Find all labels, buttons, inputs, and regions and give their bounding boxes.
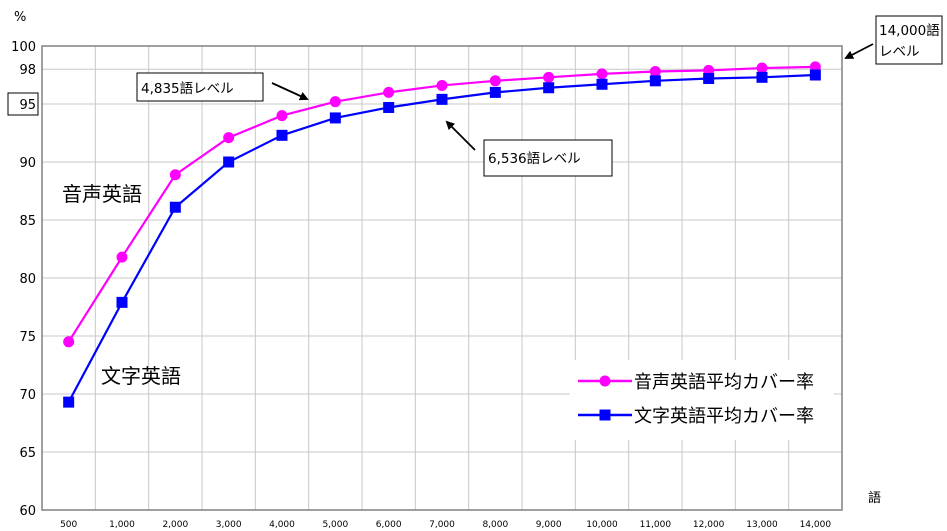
- callout-top-line2: レベル: [879, 44, 920, 60]
- x-unit-label: 語: [868, 490, 881, 506]
- x-tick-label: 13,000: [746, 520, 778, 530]
- data-point: [169, 201, 181, 213]
- data-point: [223, 132, 235, 144]
- legend-box: [570, 360, 834, 440]
- series-1: [63, 61, 821, 348]
- callout-spoken-box: [136, 72, 264, 102]
- callout-top-arrow: [844, 43, 874, 59]
- data-point: [276, 110, 288, 122]
- x-tick-label: 7,000: [429, 520, 455, 530]
- data-point: [596, 78, 608, 90]
- data-point: [809, 69, 821, 81]
- x-tick-label: 4,000: [269, 520, 295, 530]
- callout-written-box: [483, 139, 613, 177]
- y-tick-label: 60: [19, 504, 36, 519]
- data-point: [756, 62, 768, 74]
- data-point: [116, 296, 128, 308]
- spoken-label: 音声英語: [62, 182, 142, 206]
- data-point: [649, 75, 661, 87]
- x-tick-label: 12,000: [693, 520, 725, 530]
- x-tick-label: 10,000: [586, 520, 618, 530]
- x-tick-label: 8,000: [482, 520, 508, 530]
- callout-top: 14,000語 レベル: [844, 15, 943, 65]
- y-tick-label: 90: [19, 156, 36, 171]
- legend-label: 音声英語平均カバー率: [634, 372, 814, 393]
- callout-spoken-arrow: [271, 82, 309, 101]
- y-tick-label: 70: [19, 388, 36, 403]
- x-tick-label: 500: [60, 520, 77, 530]
- data-point: [276, 129, 288, 141]
- data-point: [489, 75, 501, 87]
- callout-written: 6,536語レベル: [445, 120, 613, 177]
- y-tick-highlight-box: [7, 92, 39, 116]
- x-tick-label: 2,000: [162, 520, 188, 530]
- legend-marker: [599, 375, 611, 387]
- plot-frame: [41, 45, 843, 511]
- x-tick-labels: 500 1,000 2,000 3,000 4,000 5,000 6,000 7,000 8,…: [60, 520, 831, 530]
- x-tick-label: 14,000: [800, 520, 832, 530]
- series-2: [63, 69, 821, 408]
- callout-spoken: 4,835語レベル: [136, 72, 309, 102]
- legend-item: 音声英語平均カバー率: [578, 372, 814, 393]
- callout-spoken-text: 4,835語レベル: [141, 80, 234, 97]
- data-point: [223, 156, 235, 168]
- data-point: [383, 101, 395, 113]
- data-point: [436, 79, 448, 91]
- legend-marker: [599, 409, 611, 421]
- x-tick-label: 11,000: [640, 520, 672, 530]
- series-layer: [63, 61, 821, 408]
- data-point: [63, 336, 75, 348]
- data-point: [169, 169, 181, 181]
- y-unit-label: %: [14, 10, 26, 25]
- y-tick-label: 75: [19, 330, 36, 345]
- data-point: [436, 93, 448, 105]
- y-gridlines: [42, 68, 842, 453]
- x-tick-label: 9,000: [536, 520, 562, 530]
- legend-label: 文字英語平均カバー率: [634, 406, 814, 427]
- data-point: [489, 86, 501, 98]
- data-point: [596, 68, 608, 80]
- y-tick-labels: 60 65 70 75 80 85 90 95 98 100: [7, 40, 39, 519]
- y-tick-label: 80: [19, 272, 36, 287]
- x-tick-label: 3,000: [216, 520, 242, 530]
- y-tick-label: 100: [11, 40, 36, 55]
- y-tick-label: 95: [19, 98, 36, 113]
- data-point: [543, 82, 555, 94]
- callout-written-text: 6,536語レベル: [488, 150, 581, 167]
- y-tick-label: 65: [19, 446, 36, 461]
- y-tick-label: 85: [19, 214, 36, 229]
- written-label: 文字英語: [101, 364, 181, 388]
- callout-written-arrow: [445, 120, 476, 151]
- data-point: [703, 72, 715, 84]
- data-point: [649, 66, 661, 78]
- data-point: [756, 71, 768, 83]
- callout-top-box: [875, 15, 943, 65]
- y-tick-label: 98: [19, 63, 36, 78]
- x-tick-label: 5,000: [322, 520, 348, 530]
- data-point: [329, 96, 341, 108]
- data-point: [329, 112, 341, 124]
- x-tick-label: 1,000: [109, 520, 135, 530]
- callout-top-line1: 14,000語: [879, 22, 940, 39]
- x-tick-label: 6,000: [376, 520, 402, 530]
- data-point: [63, 396, 75, 408]
- legend-item: 文字英語平均カバー率: [578, 406, 814, 427]
- data-point: [543, 71, 555, 83]
- data-point: [383, 86, 395, 98]
- data-point: [116, 251, 128, 263]
